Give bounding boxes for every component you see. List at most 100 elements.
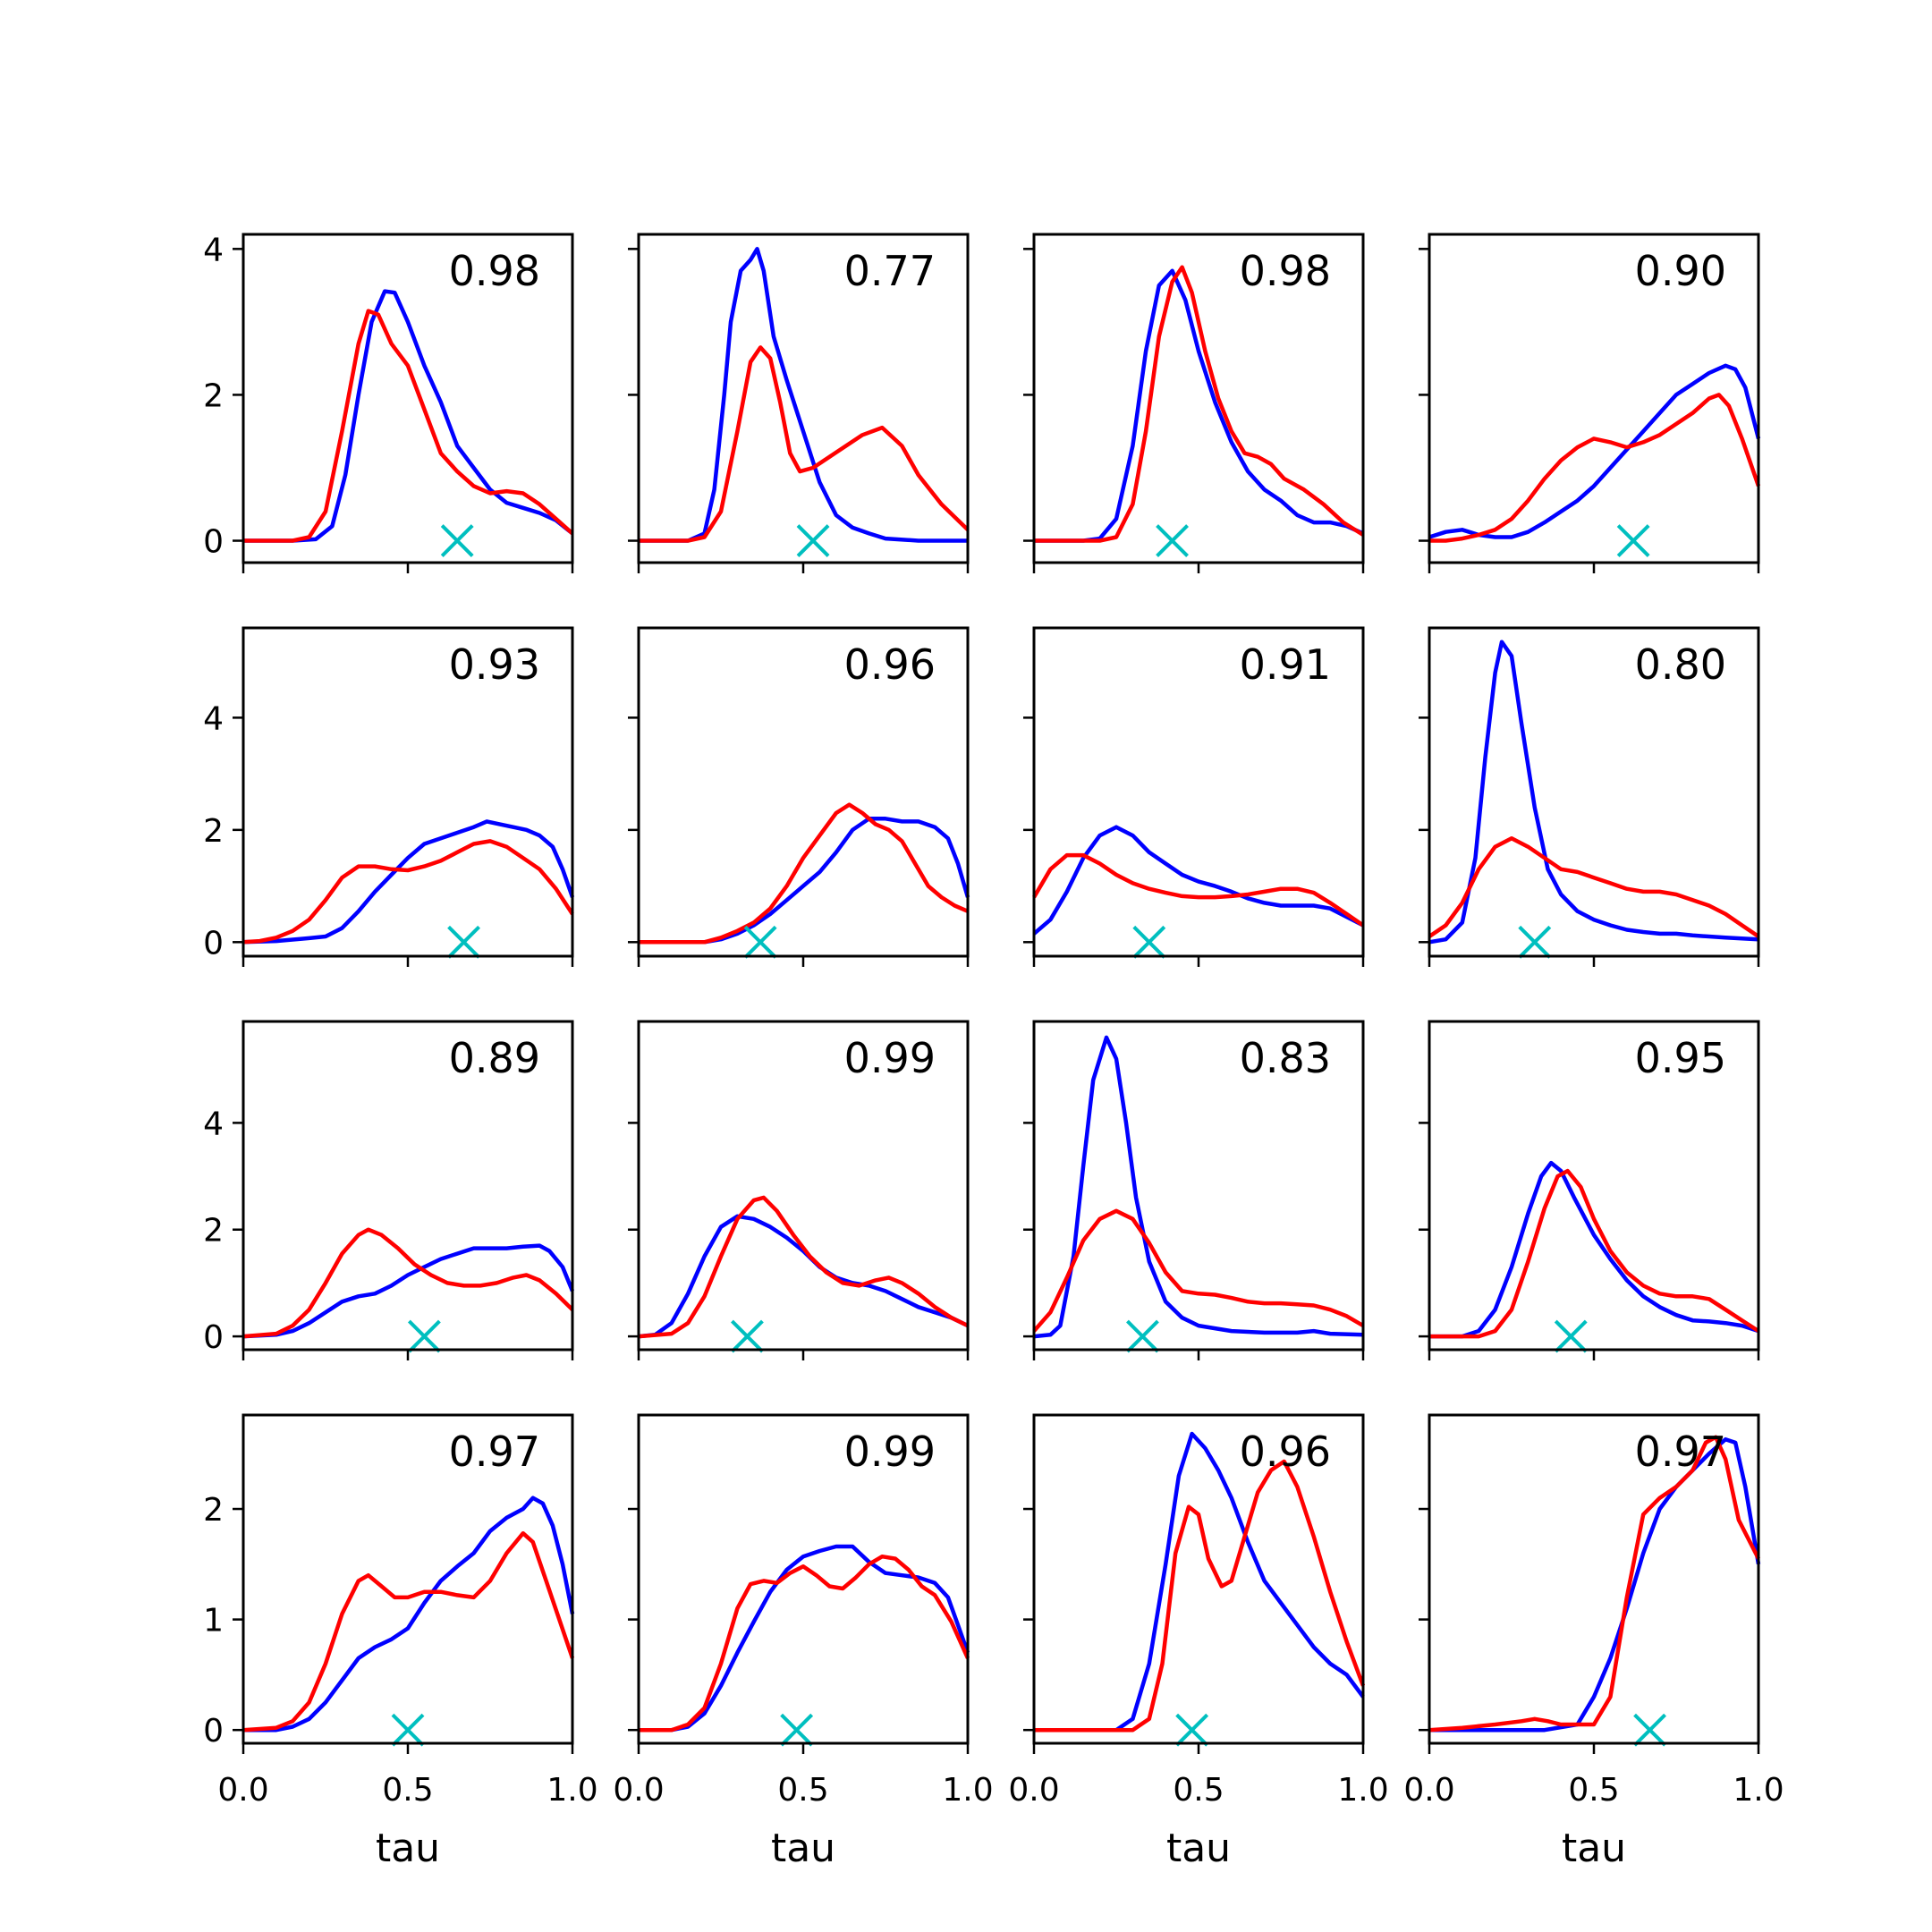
x-tick-label: 1.0: [547, 1772, 597, 1809]
corner-value-label: 0.80: [1635, 640, 1726, 689]
series-line-blue: [242, 819, 575, 945]
series-line-blue: [1428, 363, 1761, 539]
y-tick-label: 0: [203, 524, 224, 561]
y-tick-label: 0: [203, 925, 224, 962]
x-axis-label: tau: [771, 1826, 835, 1871]
series-line-red: [1429, 393, 1761, 543]
subplot-14: 0.0 0.5 1.0 tau 0.99: [613, 1413, 994, 1871]
y-tick-label: 0: [203, 1713, 224, 1750]
corner-value-label: 0.83: [1240, 1034, 1331, 1082]
corner-value-label: 0.90: [1635, 247, 1726, 295]
series-line-red: [638, 1195, 969, 1339]
y-tick-label: 4: [203, 232, 224, 268]
x-marker: [1156, 524, 1189, 557]
subplot-12: 0.95: [1419, 1020, 1760, 1360]
corner-value-label: 0.95: [1635, 1034, 1726, 1082]
x-marker: [796, 524, 830, 557]
y-tick-label: 2: [203, 813, 224, 850]
series-line-blue: [1429, 1160, 1759, 1339]
corner-value-label: 0.89: [449, 1034, 540, 1082]
series-line-red: [1428, 1435, 1761, 1733]
series-line-blue: [1428, 640, 1759, 945]
subplot-15: 0.0 0.5 1.0 tau 0.96: [1008, 1413, 1389, 1871]
corner-value-label: 0.96: [1240, 1428, 1331, 1476]
series-line-red: [1429, 1168, 1760, 1339]
subplot-4: 0.90: [1419, 233, 1761, 573]
y-tick-label: 4: [203, 700, 224, 737]
series-line-blue: [242, 1243, 575, 1339]
series-line-red: [1032, 852, 1365, 928]
x-marker: [407, 1319, 441, 1353]
x-tick-label: 0.0: [613, 1772, 664, 1809]
subplot-6: 0.96: [628, 626, 970, 967]
corner-value-label: 0.93: [449, 640, 540, 689]
subplot-8: 0.80: [1419, 626, 1760, 967]
x-marker: [1616, 524, 1650, 557]
series-line-red: [242, 1227, 574, 1339]
x-tick-label: 1.0: [942, 1772, 993, 1809]
y-tick-label: 1: [203, 1603, 224, 1640]
series-line-red: [242, 839, 574, 945]
y-tick-label: 4: [203, 1106, 224, 1142]
x-tick-label: 0.0: [217, 1772, 268, 1809]
y-tick-label: 2: [203, 377, 224, 414]
series-line-blue: [639, 817, 970, 945]
subplot-10: 0.99: [628, 1020, 970, 1360]
series-line-red: [1034, 1459, 1366, 1733]
x-marker: [447, 925, 480, 959]
series-line-blue: [1034, 268, 1364, 543]
corner-value-label: 0.97: [1635, 1428, 1726, 1476]
series-line-red: [243, 309, 574, 543]
corner-value-label: 0.99: [844, 1034, 936, 1082]
x-axis-label: tau: [1166, 1826, 1231, 1871]
series-line-red: [1032, 1208, 1365, 1333]
x-marker: [440, 524, 474, 557]
series-line-red: [242, 1530, 575, 1733]
x-tick-label: 0.5: [1568, 1772, 1619, 1809]
series-line-red: [1428, 836, 1760, 938]
x-marker: [1554, 1319, 1588, 1353]
subplot-2: 0.77: [628, 233, 970, 573]
series-line-blue: [1032, 825, 1365, 936]
x-marker: [1126, 1319, 1159, 1353]
series-line-blue: [639, 247, 968, 543]
subplot-7: 0.91: [1023, 626, 1365, 967]
series-line-blue: [639, 1544, 970, 1733]
subplot-9: 0 2 4 0.89: [203, 1020, 575, 1360]
corner-value-label: 0.98: [1240, 247, 1331, 295]
x-axis-label: tau: [1562, 1826, 1626, 1871]
x-marker: [780, 1713, 814, 1747]
series-line-red: [639, 802, 969, 945]
y-tick-label: 0: [203, 1319, 224, 1356]
x-tick-label: 0.5: [382, 1772, 433, 1809]
corner-value-label: 0.98: [449, 247, 540, 295]
subplot-1: 0 2 4 0.98: [203, 232, 574, 573]
corner-value-label: 0.77: [844, 247, 936, 295]
series-line-blue: [1429, 1436, 1761, 1733]
corner-value-label: 0.96: [844, 640, 936, 689]
series-line-blue: [1034, 1431, 1365, 1733]
x-tick-label: 0.5: [777, 1772, 828, 1809]
series-line-red: [639, 1554, 970, 1733]
series-line-red: [639, 345, 970, 543]
x-marker: [743, 925, 777, 959]
corner-value-label: 0.91: [1240, 640, 1331, 689]
y-tick-label: 2: [203, 1492, 224, 1529]
subplot-5: 0 2 4 0.93: [203, 626, 575, 967]
x-axis-label: tau: [376, 1826, 440, 1871]
x-marker: [731, 1319, 764, 1353]
x-tick-label: 0.0: [1403, 1772, 1454, 1809]
x-marker: [1518, 925, 1552, 959]
series-line-blue: [1033, 1035, 1364, 1339]
subplot-16: 0.0 0.5 1.0 tau 0.97: [1403, 1413, 1784, 1871]
subplot-3: 0.98: [1023, 233, 1365, 573]
x-marker: [1132, 925, 1166, 959]
x-marker: [1175, 1713, 1209, 1747]
x-marker: [1633, 1713, 1666, 1747]
series-line-blue: [638, 1214, 969, 1339]
subplot-13: 0 1 2 0.0 0.5 1.0 tau 0.97: [203, 1413, 598, 1871]
series-line-red: [1034, 265, 1365, 543]
series-line-blue: [243, 289, 574, 543]
x-tick-label: 0.5: [1173, 1772, 1224, 1809]
